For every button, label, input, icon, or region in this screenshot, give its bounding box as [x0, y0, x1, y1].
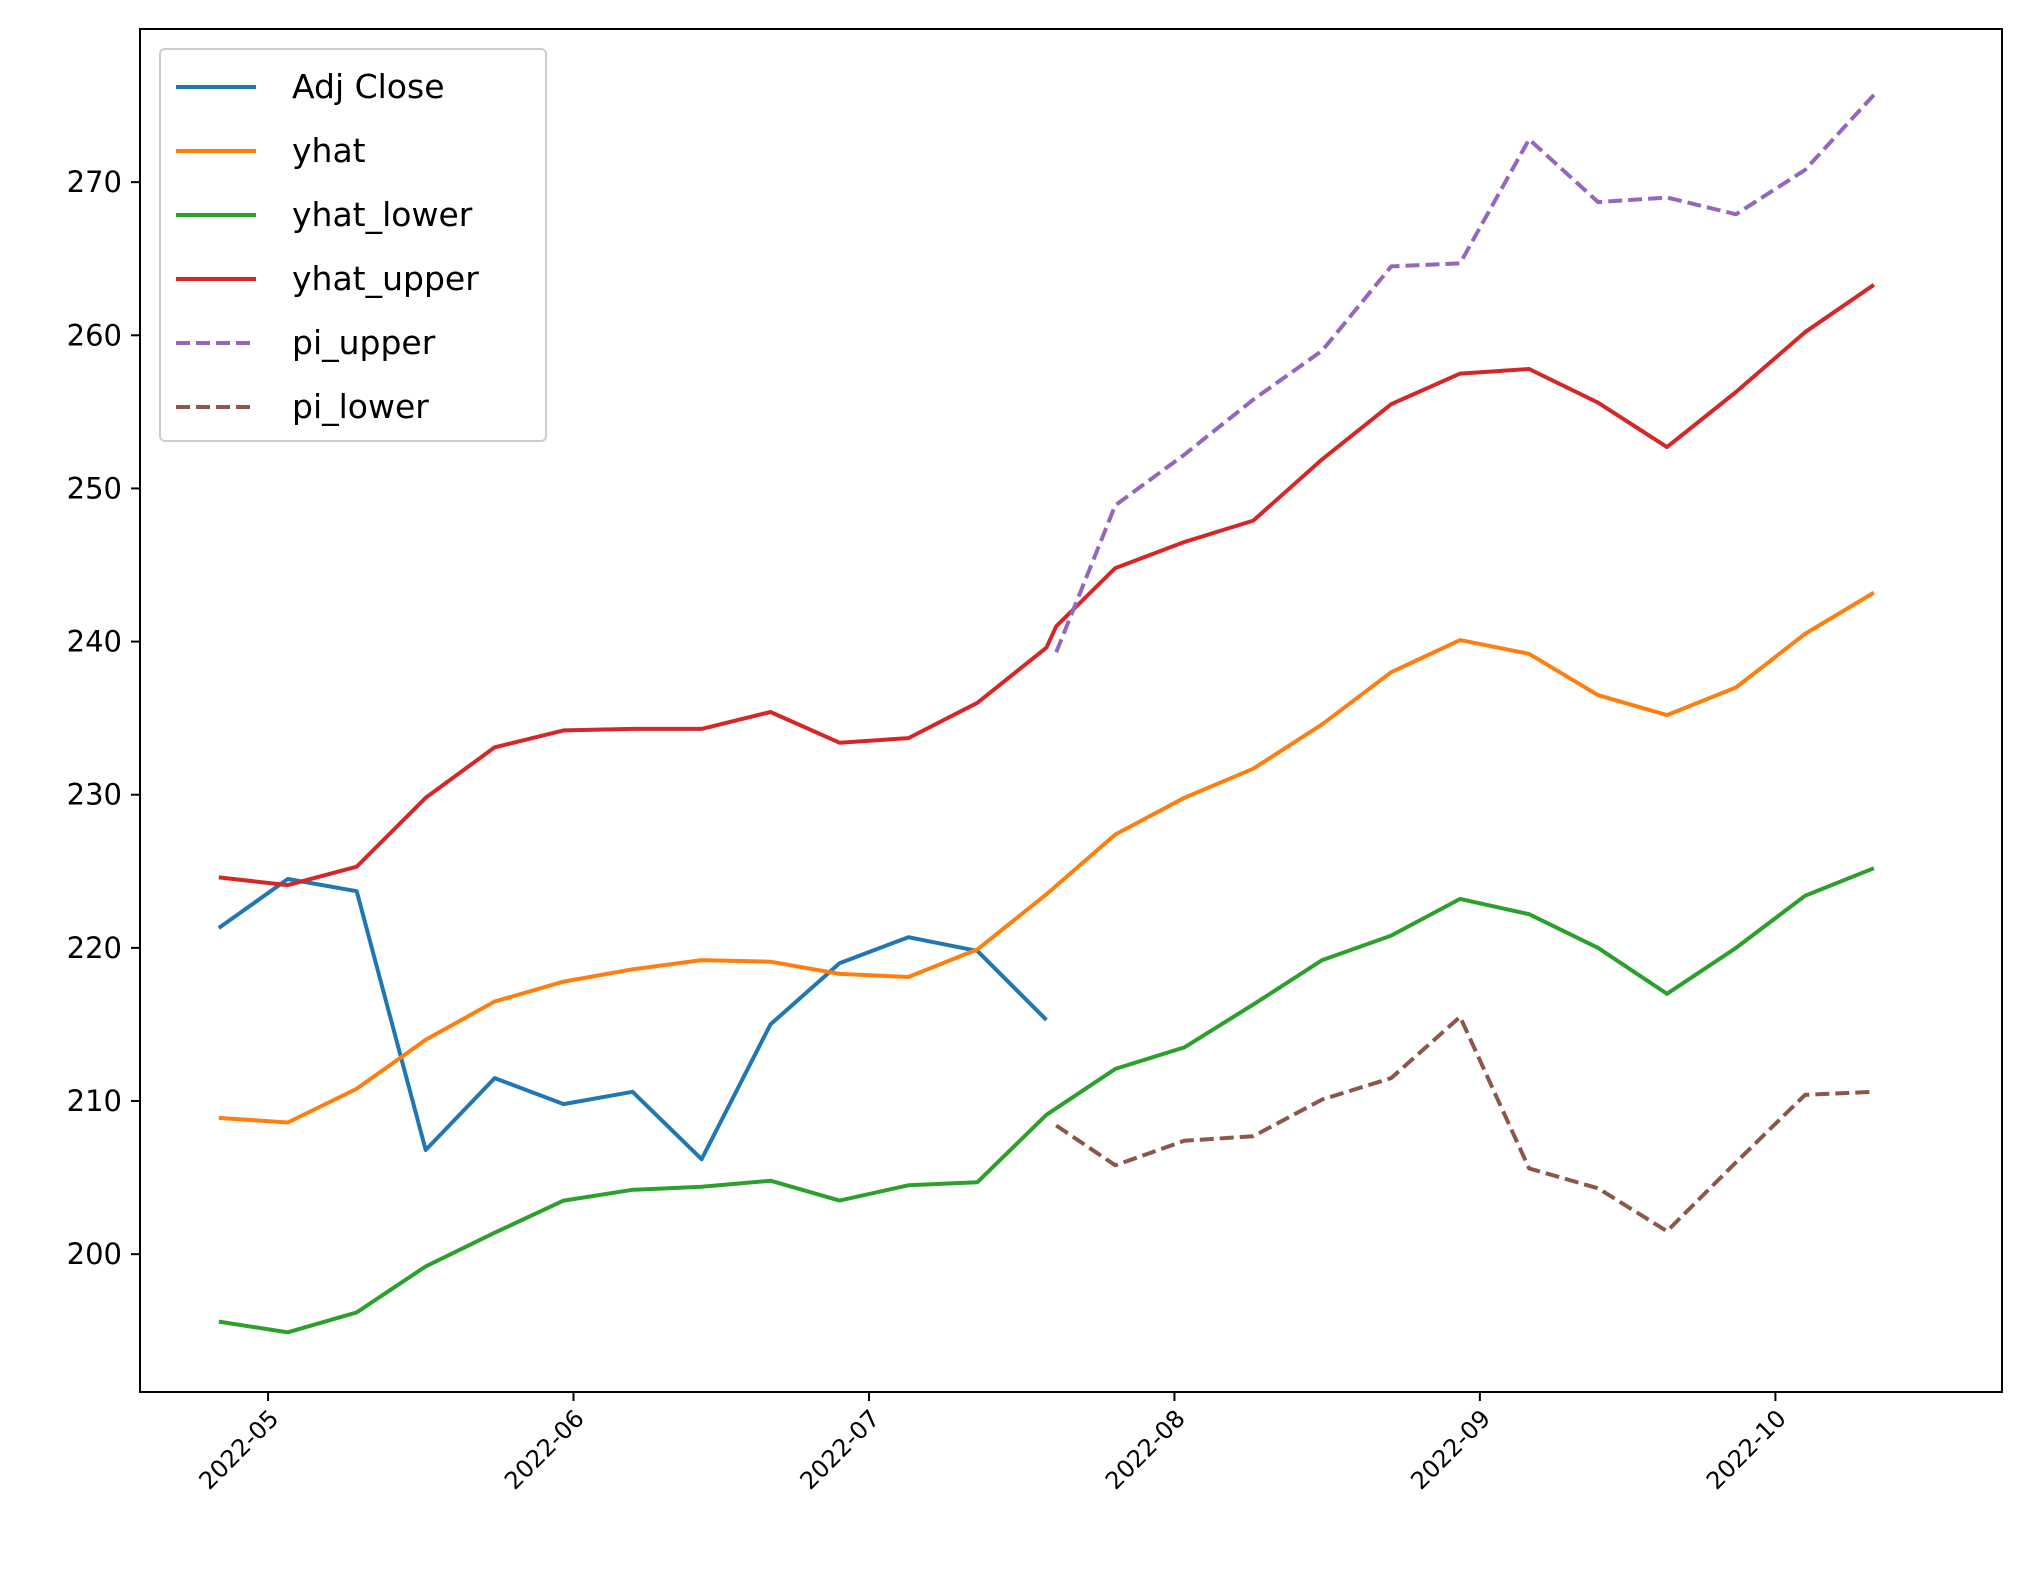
x-tick-label-2022-06: 2022-06 — [499, 1404, 590, 1495]
y-tick-label-240: 240 — [67, 625, 122, 659]
y-tick-label-200: 200 — [67, 1237, 122, 1271]
series-layer — [217, 93, 1876, 1335]
y-tick-label-230: 230 — [67, 778, 122, 812]
y-tick-label-210: 210 — [67, 1084, 122, 1118]
y-tick-label-220: 220 — [67, 931, 122, 965]
series-line-yhat-upper — [218, 283, 1876, 888]
y-tick-label-270: 270 — [67, 165, 122, 199]
x-tick-label-2022-08: 2022-08 — [1100, 1404, 1191, 1495]
legend: Adj Close yhat yhat_lower yhat_upper pi_uppe… — [159, 48, 547, 442]
legend-label-yhat-lower: yhat_lower — [292, 195, 473, 234]
series-line-adj-close — [217, 877, 1048, 1162]
legend-label-pi-upper: pi_upper — [292, 323, 436, 362]
x-tick-label-2022-09: 2022-09 — [1405, 1404, 1496, 1495]
x-tick-label-2022-07: 2022-07 — [795, 1404, 886, 1495]
series-line-yhat-lower — [218, 866, 1875, 1335]
y-axis: 200 210 220 230 240 250 260 270 — [67, 165, 140, 1271]
legend-label-yhat: yhat — [292, 131, 366, 170]
legend-label-pi-lower: pi_lower — [292, 387, 429, 426]
y-tick-label-260: 260 — [67, 318, 122, 352]
x-tick-label-2022-10: 2022-10 — [1701, 1404, 1792, 1495]
x-axis: 2022-05 2022-06 2022-07 2022-08 2022-09 2022-… — [194, 1392, 1792, 1495]
series-line-yhat — [218, 590, 1875, 1125]
x-tick-label-2022-05: 2022-05 — [194, 1404, 285, 1495]
series-line-pi-upper — [1054, 93, 1876, 654]
legend-label-yhat-upper: yhat_upper — [292, 259, 479, 298]
legend-box — [159, 48, 547, 442]
legend-label-adj-close: Adj Close — [292, 67, 445, 106]
plot-frame — [139, 28, 2003, 1393]
y-tick-label-250: 250 — [67, 471, 122, 505]
series-line-pi-lower — [1055, 1014, 1874, 1234]
